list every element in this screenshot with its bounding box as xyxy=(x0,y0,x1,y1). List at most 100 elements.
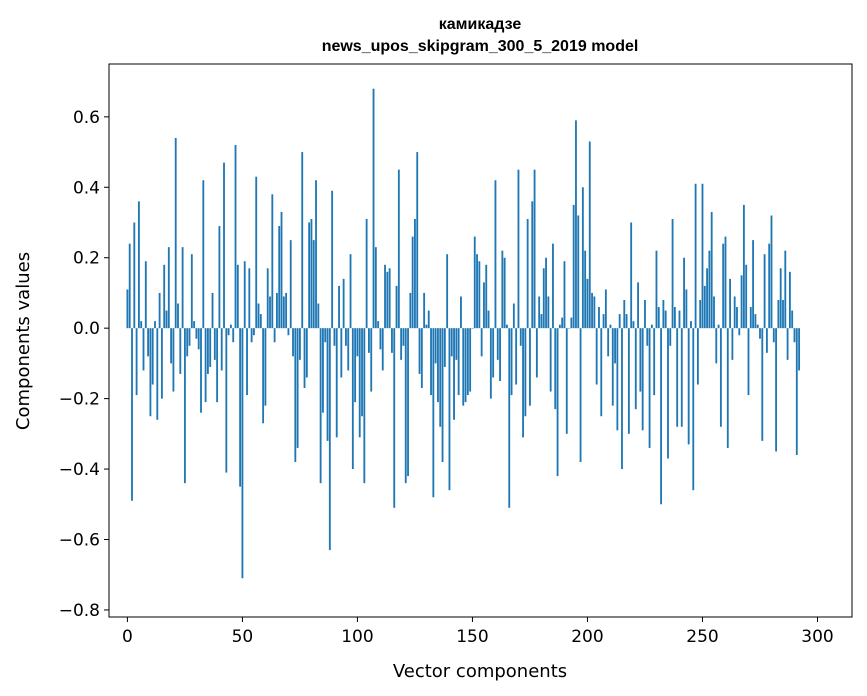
bar-222 xyxy=(637,282,639,329)
bar-219 xyxy=(630,222,633,329)
bar-227 xyxy=(648,328,651,448)
bar-112 xyxy=(384,264,386,329)
bar-129 xyxy=(423,292,426,329)
bar-89 xyxy=(331,190,334,329)
bar-109 xyxy=(377,321,380,329)
bar-229 xyxy=(653,328,656,396)
bar-167 xyxy=(510,328,513,396)
bar-127 xyxy=(418,328,421,374)
bar-273 xyxy=(754,314,757,329)
bar-72 xyxy=(292,328,294,357)
bar-67 xyxy=(280,211,283,329)
bar-282 xyxy=(775,328,778,452)
bar-201 xyxy=(588,141,591,329)
bar-184 xyxy=(549,328,552,392)
bar-45 xyxy=(230,324,232,329)
bar-154 xyxy=(480,328,483,357)
bar-264 xyxy=(733,296,736,329)
x-tick-label: 300 xyxy=(801,627,833,647)
bar-135 xyxy=(437,328,439,403)
bar-117 xyxy=(395,285,398,329)
bar-230 xyxy=(655,250,658,329)
bar-76 xyxy=(301,152,304,329)
bar-15 xyxy=(160,328,163,399)
bar-100 xyxy=(356,328,359,357)
bar-86 xyxy=(324,328,327,343)
bar-195 xyxy=(575,120,577,329)
bar-52 xyxy=(246,328,248,396)
bar-234 xyxy=(664,310,667,329)
bar-275 xyxy=(759,328,761,339)
bar-173 xyxy=(524,328,527,417)
bar-92 xyxy=(338,285,340,329)
bar-116 xyxy=(393,328,396,508)
bar-68 xyxy=(282,296,285,329)
bar-114 xyxy=(388,268,391,329)
bar-64 xyxy=(273,328,276,343)
bar-37 xyxy=(211,292,214,329)
bar-38 xyxy=(213,328,216,360)
bar-141 xyxy=(450,328,453,357)
bar-170 xyxy=(517,169,520,329)
bar-54 xyxy=(250,328,253,343)
bar-249 xyxy=(699,299,702,329)
bar-241 xyxy=(680,328,683,427)
bar-252 xyxy=(706,268,708,329)
bar-110 xyxy=(379,328,382,350)
bar-62 xyxy=(269,296,271,329)
bar-47 xyxy=(234,145,237,329)
bar-82 xyxy=(315,180,317,329)
bar-8 xyxy=(144,261,147,329)
bar-169 xyxy=(515,328,518,385)
bar-150 xyxy=(471,328,474,329)
bar-103 xyxy=(363,328,366,484)
bar-34 xyxy=(204,328,207,403)
y-tick-label: −0.6 xyxy=(59,531,100,551)
bar-291 xyxy=(795,328,798,455)
bar-188 xyxy=(558,324,561,329)
bar-235 xyxy=(667,328,669,459)
bar-123 xyxy=(409,292,412,329)
bar-4 xyxy=(135,328,138,396)
bar-232 xyxy=(660,328,662,505)
bar-152 xyxy=(476,254,478,329)
bar-43 xyxy=(225,328,228,473)
bar-58 xyxy=(259,314,262,329)
y-tick-label: 0.6 xyxy=(73,108,100,128)
bar-48 xyxy=(236,264,239,329)
y-axis-ticks: −0.8 −0.6 −0.4 −0.2 0.0 0.2 0.4 0.6 xyxy=(59,108,109,621)
bar-75 xyxy=(299,328,301,360)
bar-250 xyxy=(701,183,704,329)
bar-126 xyxy=(416,152,419,329)
bar-90 xyxy=(333,328,336,346)
bar-231 xyxy=(657,307,660,329)
bar-28 xyxy=(190,254,193,329)
bar-242 xyxy=(683,257,685,329)
bar-292 xyxy=(798,328,801,371)
bar-224 xyxy=(641,328,644,431)
bar-57 xyxy=(257,303,260,329)
bar-105 xyxy=(368,328,370,353)
bar-30 xyxy=(195,328,198,339)
bar-187 xyxy=(556,328,559,477)
bar-77 xyxy=(303,328,306,389)
bar-106 xyxy=(370,328,373,392)
bar-0 xyxy=(126,289,129,329)
bar-248 xyxy=(696,328,699,385)
bar-253 xyxy=(708,250,711,329)
bar-196 xyxy=(577,215,580,329)
bar-207 xyxy=(602,314,605,329)
bar-286 xyxy=(784,250,787,329)
bar-13 xyxy=(156,328,159,420)
bar-151 xyxy=(473,236,476,329)
bar-59 xyxy=(262,328,265,424)
bar-83 xyxy=(317,303,320,329)
bar-10 xyxy=(149,328,152,417)
bar-159 xyxy=(492,328,495,378)
bar-193 xyxy=(570,317,573,329)
bar-27 xyxy=(188,328,191,346)
bar-63 xyxy=(271,194,274,329)
bar-236 xyxy=(669,328,672,346)
bar-60 xyxy=(264,328,267,406)
bar-5 xyxy=(137,201,140,329)
